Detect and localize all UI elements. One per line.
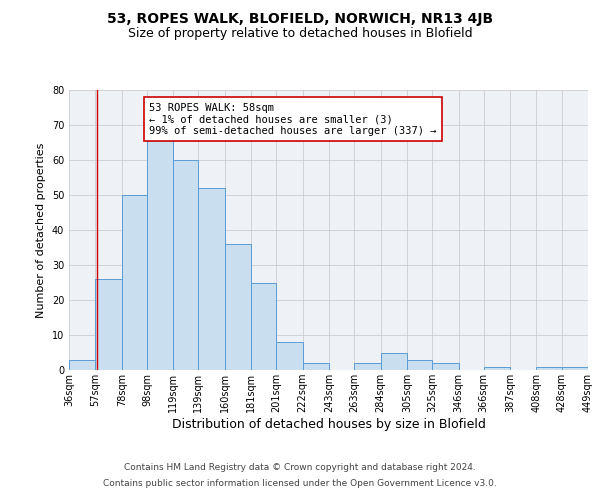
Bar [432, 363, 458, 370]
X-axis label: Distribution of detached houses by size in Blofield: Distribution of detached houses by size … [172, 418, 485, 431]
Text: Contains public sector information licensed under the Open Government Licence v3: Contains public sector information licen… [103, 478, 497, 488]
Bar [199, 188, 225, 370]
Bar [354, 363, 380, 370]
Bar [225, 244, 251, 370]
Bar [69, 360, 95, 370]
Text: Size of property relative to detached houses in Blofield: Size of property relative to detached ho… [128, 28, 472, 40]
Bar [484, 366, 510, 370]
Bar [122, 195, 147, 370]
Text: 53 ROPES WALK: 58sqm
← 1% of detached houses are smaller (3)
99% of semi-detache: 53 ROPES WALK: 58sqm ← 1% of detached ho… [149, 102, 437, 136]
Text: 53, ROPES WALK, BLOFIELD, NORWICH, NR13 4JB: 53, ROPES WALK, BLOFIELD, NORWICH, NR13 … [107, 12, 493, 26]
Bar [95, 279, 122, 370]
Bar [277, 342, 303, 370]
Bar [536, 366, 562, 370]
Bar [147, 139, 173, 370]
Text: Contains HM Land Registry data © Crown copyright and database right 2024.: Contains HM Land Registry data © Crown c… [124, 464, 476, 472]
Bar [251, 282, 277, 370]
Bar [562, 366, 588, 370]
Bar [173, 160, 199, 370]
Bar [380, 352, 407, 370]
Y-axis label: Number of detached properties: Number of detached properties [36, 142, 46, 318]
Bar [407, 360, 432, 370]
Bar [303, 363, 329, 370]
